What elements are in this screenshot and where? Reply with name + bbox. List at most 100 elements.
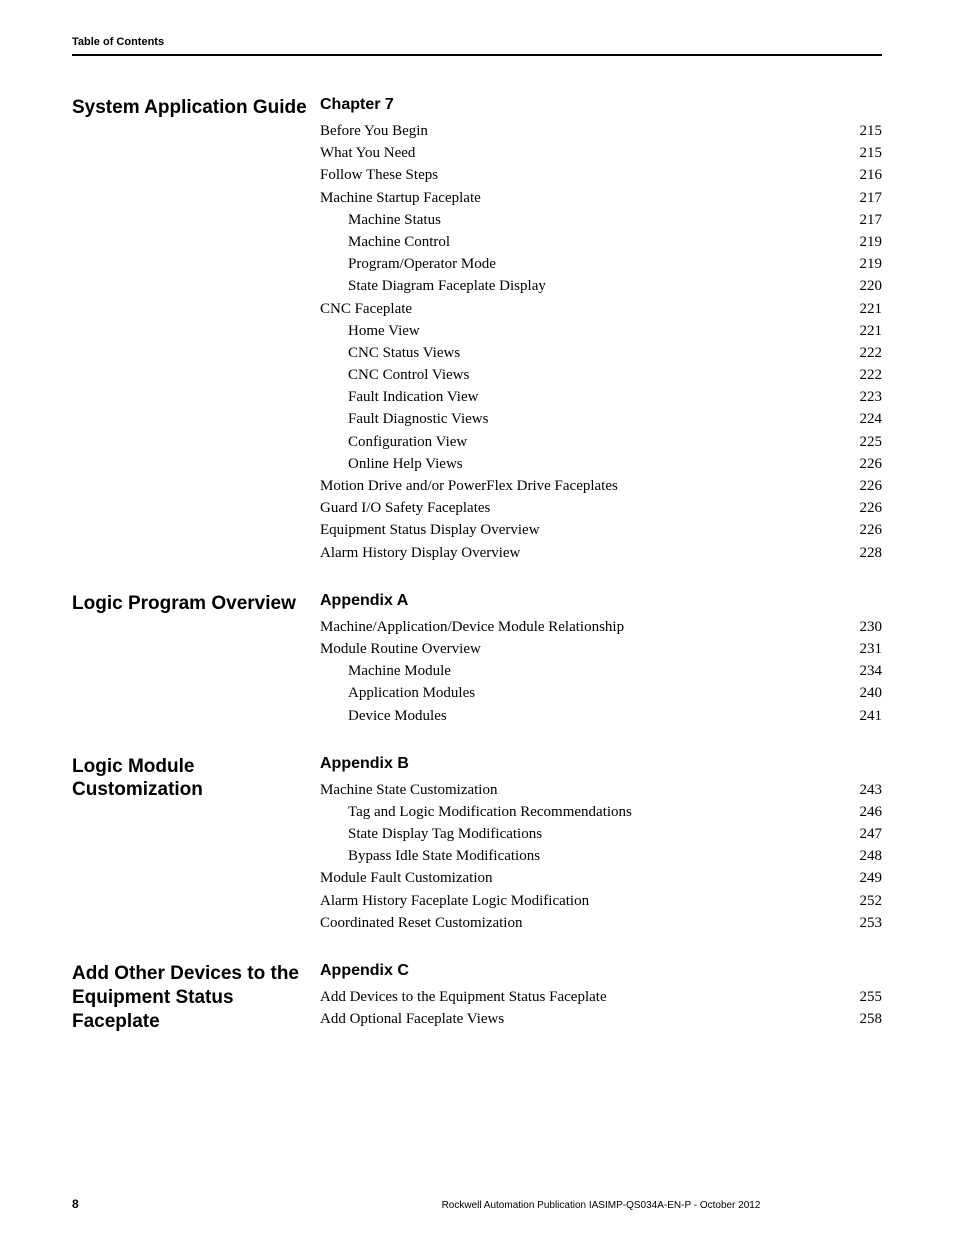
toc-entry-label: Module Routine Overview xyxy=(320,638,481,660)
toc-entry-label: Before You Begin xyxy=(320,120,428,142)
toc-entry: Alarm History Display Overview 228 xyxy=(320,542,882,564)
toc-entry: State Diagram Faceplate Display220 xyxy=(320,275,882,297)
toc-entry-label: Motion Drive and/or PowerFlex Drive Face… xyxy=(320,475,618,497)
toc-entry: Fault Indication View 223 xyxy=(320,386,882,408)
footer: 8 Rockwell Automation Publication IASIMP… xyxy=(72,1197,882,1211)
toc-entry-page: 253 xyxy=(854,912,883,934)
toc-entry: Machine Status217 xyxy=(320,209,882,231)
section-title: Add Other Devices to the Equipment Statu… xyxy=(72,962,308,1033)
toc-entry-label: Alarm History Faceplate Logic Modificati… xyxy=(320,890,589,912)
section-title: System Application Guide xyxy=(72,96,308,120)
section-right-col: Appendix AMachine/Application/Device Mod… xyxy=(320,592,882,727)
toc-entry-page: 241 xyxy=(854,705,883,727)
toc-entry: Guard I/O Safety Faceplates226 xyxy=(320,497,882,519)
toc-entry-label: Tag and Logic Modification Recommendatio… xyxy=(320,801,632,823)
toc-section: System Application GuideChapter 7Before … xyxy=(72,96,882,564)
toc-entry: CNC Control Views 222 xyxy=(320,364,882,386)
toc-entry-label: Configuration View xyxy=(320,431,467,453)
toc-entry-page: 258 xyxy=(854,1008,883,1030)
toc-entry-page: 228 xyxy=(854,542,883,564)
toc-entry-label: Module Fault Customization xyxy=(320,867,493,889)
toc-entry: Add Devices to the Equipment Status Face… xyxy=(320,986,882,1008)
toc-entry-page: 219 xyxy=(854,231,883,253)
running-head: Table of Contents xyxy=(72,36,882,48)
toc-entry: Online Help Views 226 xyxy=(320,453,882,475)
toc-entry-label: State Diagram Faceplate Display xyxy=(320,275,546,297)
toc-entry: Device Modules241 xyxy=(320,705,882,727)
toc-entry-label: Machine Module xyxy=(320,660,451,682)
toc-entry-page: 224 xyxy=(854,408,883,430)
toc-entry-page: 225 xyxy=(854,431,883,453)
toc-section: Logic Module CustomizationAppendix B Mach… xyxy=(72,755,882,934)
toc-entry-page: 240 xyxy=(854,682,883,704)
toc-entry: Bypass Idle State Modifications248 xyxy=(320,845,882,867)
toc-entry: CNC Faceplate 221 xyxy=(320,298,882,320)
section-right-col: Appendix B Machine State Customization243… xyxy=(320,755,882,934)
toc-entry: Motion Drive and/or PowerFlex Drive Face… xyxy=(320,475,882,497)
toc-entry-label: Online Help Views xyxy=(320,453,463,475)
toc-entry: Equipment Status Display Overview226 xyxy=(320,519,882,541)
toc-entry: Home View221 xyxy=(320,320,882,342)
toc-entry-label: Program/Operator Mode xyxy=(320,253,496,275)
toc-entry-label: Coordinated Reset Customization xyxy=(320,912,522,934)
section-heading: Appendix B xyxy=(320,755,882,773)
toc-entry: Module Fault Customization249 xyxy=(320,867,882,889)
footer-publication: Rockwell Automation Publication IASIMP-Q… xyxy=(320,1200,882,1211)
section-left-col: Logic Module Customization xyxy=(72,755,320,803)
toc-entry: Module Routine Overview 231 xyxy=(320,638,882,660)
section-right-col: Chapter 7Before You Begin215What You Nee… xyxy=(320,96,882,564)
toc-entry: Machine Control 219 xyxy=(320,231,882,253)
toc-entry-label: Machine State Customization xyxy=(320,779,497,801)
toc-entry: Add Optional Faceplate Views 258 xyxy=(320,1008,882,1030)
toc-entry: Coordinated Reset Customization 253 xyxy=(320,912,882,934)
toc-entry-label: Alarm History Display Overview xyxy=(320,542,520,564)
toc-entry-page: 216 xyxy=(854,164,883,186)
toc-entry-page: 217 xyxy=(854,187,883,209)
section-left-col: System Application Guide xyxy=(72,96,320,120)
toc-entry-page: 221 xyxy=(854,298,883,320)
toc-entry-page: 222 xyxy=(854,364,883,386)
section-right-col: Appendix C Add Devices to the Equipment S… xyxy=(320,962,882,1030)
toc-entry: Machine State Customization243 xyxy=(320,779,882,801)
section-heading: Appendix C xyxy=(320,962,882,980)
toc-entry-label: CNC Control Views xyxy=(320,364,469,386)
page: Table of Contents System Application Gui… xyxy=(0,0,954,1235)
toc-entry: Application Modules240 xyxy=(320,682,882,704)
toc-entry: State Display Tag Modifications247 xyxy=(320,823,882,845)
toc-entry-label: Fault Indication View xyxy=(320,386,478,408)
footer-page-number: 8 xyxy=(72,1197,320,1211)
toc-entry-page: 255 xyxy=(854,986,883,1008)
toc-entry: Fault Diagnostic Views 224 xyxy=(320,408,882,430)
toc-section: Add Other Devices to the Equipment Statu… xyxy=(72,962,882,1033)
toc-entry: Follow These Steps 216 xyxy=(320,164,882,186)
toc-entry: Machine Module 234 xyxy=(320,660,882,682)
toc-entry-page: 221 xyxy=(854,320,883,342)
toc-entry: Alarm History Faceplate Logic Modificati… xyxy=(320,890,882,912)
section-left-col: Logic Program Overview xyxy=(72,592,320,616)
toc-entry-label: Machine Control xyxy=(320,231,450,253)
toc-entry: Before You Begin 215 xyxy=(320,120,882,142)
toc-entry-label: Follow These Steps xyxy=(320,164,438,186)
toc-entry: What You Need215 xyxy=(320,142,882,164)
toc-entry-page: 217 xyxy=(854,209,883,231)
toc-entry-page: 248 xyxy=(854,845,883,867)
toc-entry-page: 226 xyxy=(854,453,883,475)
toc-entry-label: CNC Status Views xyxy=(320,342,460,364)
toc-entry-page: 226 xyxy=(854,475,883,497)
toc-entry-label: Equipment Status Display Overview xyxy=(320,519,540,541)
toc-section: Logic Program Overview Appendix AMachine/… xyxy=(72,592,882,727)
toc-entry-label: CNC Faceplate xyxy=(320,298,412,320)
toc-entry: Machine Startup Faceplate217 xyxy=(320,187,882,209)
toc-entry-page: 223 xyxy=(854,386,883,408)
toc-entry-page: 234 xyxy=(854,660,883,682)
section-title: Logic Program Overview xyxy=(72,592,308,616)
toc-entry-label: Add Devices to the Equipment Status Face… xyxy=(320,986,607,1008)
toc-entry-label: Fault Diagnostic Views xyxy=(320,408,488,430)
toc-entry: CNC Status Views222 xyxy=(320,342,882,364)
toc-entry-label: Add Optional Faceplate Views xyxy=(320,1008,504,1030)
toc-entry-label: Machine/Application/Device Module Relati… xyxy=(320,616,624,638)
toc-entry-page: 230 xyxy=(854,616,883,638)
toc-entry-page: 226 xyxy=(854,497,883,519)
toc-entry-page: 231 xyxy=(854,638,883,660)
toc-entry-page: 215 xyxy=(854,120,883,142)
